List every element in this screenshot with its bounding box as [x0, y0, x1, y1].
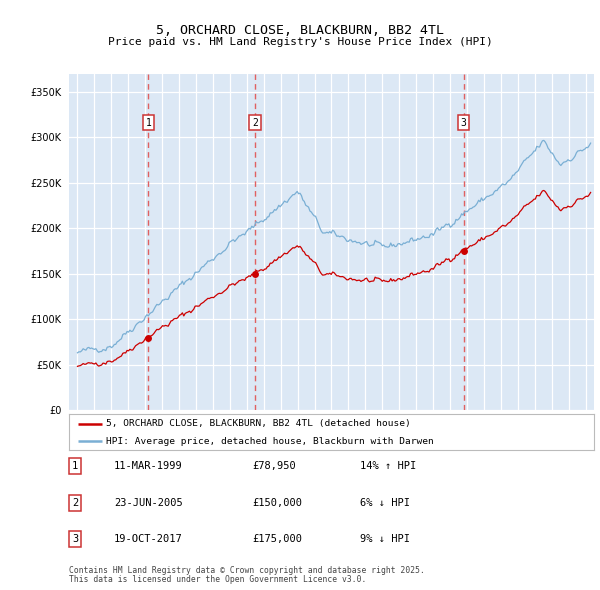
Text: 9% ↓ HPI: 9% ↓ HPI [360, 535, 410, 544]
Text: £78,950: £78,950 [252, 461, 296, 471]
Text: 3: 3 [461, 117, 467, 127]
Text: HPI: Average price, detached house, Blackburn with Darwen: HPI: Average price, detached house, Blac… [106, 437, 433, 445]
Text: 1: 1 [72, 461, 78, 471]
Text: 23-JUN-2005: 23-JUN-2005 [114, 498, 183, 507]
Text: 5, ORCHARD CLOSE, BLACKBURN, BB2 4TL: 5, ORCHARD CLOSE, BLACKBURN, BB2 4TL [156, 24, 444, 37]
Text: 19-OCT-2017: 19-OCT-2017 [114, 535, 183, 544]
Text: 2: 2 [72, 498, 78, 507]
Text: 1: 1 [145, 117, 151, 127]
Text: This data is licensed under the Open Government Licence v3.0.: This data is licensed under the Open Gov… [69, 575, 367, 584]
Text: 3: 3 [72, 535, 78, 544]
Text: £150,000: £150,000 [252, 498, 302, 507]
Text: £175,000: £175,000 [252, 535, 302, 544]
Text: Contains HM Land Registry data © Crown copyright and database right 2025.: Contains HM Land Registry data © Crown c… [69, 566, 425, 575]
Text: 5, ORCHARD CLOSE, BLACKBURN, BB2 4TL (detached house): 5, ORCHARD CLOSE, BLACKBURN, BB2 4TL (de… [106, 419, 410, 428]
Text: 11-MAR-1999: 11-MAR-1999 [114, 461, 183, 471]
Text: 6% ↓ HPI: 6% ↓ HPI [360, 498, 410, 507]
Text: 14% ↑ HPI: 14% ↑ HPI [360, 461, 416, 471]
Text: 2: 2 [252, 117, 258, 127]
Text: Price paid vs. HM Land Registry's House Price Index (HPI): Price paid vs. HM Land Registry's House … [107, 37, 493, 47]
